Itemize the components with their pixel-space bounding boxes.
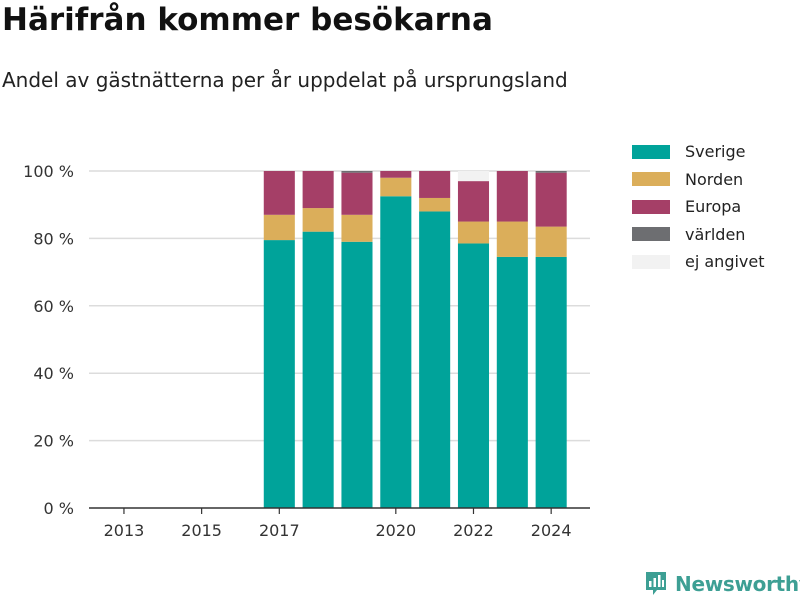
bar-segment bbox=[380, 171, 412, 178]
x-tick-label: 2017 bbox=[259, 521, 300, 540]
legend-item: ej angivet bbox=[632, 248, 765, 276]
bar-segment bbox=[419, 197, 451, 212]
bar-segment bbox=[419, 211, 451, 508]
bar-segment bbox=[496, 221, 528, 257]
legend-label: Europa bbox=[685, 197, 742, 217]
bar-segment bbox=[263, 171, 295, 215]
bar-segment bbox=[457, 221, 490, 244]
legend-item: världen bbox=[632, 221, 765, 249]
bar-segment bbox=[302, 231, 334, 508]
legend-item: Europa bbox=[632, 193, 765, 221]
legend-label: ej angivet bbox=[685, 252, 765, 272]
bar-segment bbox=[341, 241, 373, 508]
bar-segment bbox=[535, 256, 567, 508]
bar-segment bbox=[341, 214, 373, 242]
bar-segment bbox=[535, 226, 567, 257]
x-tick-label: 2020 bbox=[375, 521, 416, 540]
y-tick-label: 60 % bbox=[33, 297, 74, 316]
axes: 0 % 20 % 40 % 60 % 80 % 100 % 2013 2015 2017 2020… bbox=[23, 162, 590, 540]
stacked-bar-chart: 0 % 20 % 40 % 60 % 80 % 100 % 2013 2015 2017 2020… bbox=[23, 162, 590, 540]
brand-name: Newsworthy bbox=[675, 572, 800, 596]
bar-segment bbox=[380, 196, 412, 508]
bar-segment bbox=[457, 171, 490, 182]
bar-segment bbox=[302, 171, 334, 209]
bar-segment bbox=[419, 171, 451, 198]
y-tick-label: 20 % bbox=[33, 432, 74, 451]
chart-title: Härifrån kommer besökarna bbox=[2, 2, 493, 38]
bar-segment bbox=[263, 214, 295, 241]
y-tick-label: 40 % bbox=[33, 364, 74, 383]
legend-swatch bbox=[632, 227, 670, 242]
y-tick-label: 80 % bbox=[33, 229, 74, 248]
brand-logo: Newsworthy bbox=[644, 571, 800, 597]
legend-label: Norden bbox=[685, 169, 744, 189]
x-tick-label: 2022 bbox=[453, 521, 494, 540]
chart-legend: Sverige Norden Europa världen ej angivet bbox=[632, 138, 765, 276]
legend-label: världen bbox=[685, 224, 746, 244]
bar-segment bbox=[535, 172, 567, 227]
legend-swatch bbox=[632, 254, 670, 269]
chart-subtitle: Andel av gästnätterna per år uppdelat på… bbox=[2, 68, 568, 92]
bar-segment bbox=[263, 240, 295, 508]
bar-stacks bbox=[263, 171, 567, 508]
bar-segment bbox=[380, 177, 412, 197]
legend-swatch bbox=[632, 144, 670, 159]
bar-segment bbox=[341, 172, 373, 215]
newsworthy-logo-icon bbox=[646, 572, 666, 595]
legend-item: Norden bbox=[632, 166, 765, 194]
bar-segment bbox=[457, 243, 490, 508]
legend-swatch bbox=[632, 199, 670, 214]
bar-segment bbox=[457, 181, 490, 222]
x-tick-label: 2015 bbox=[181, 521, 222, 540]
bar-segment bbox=[496, 256, 528, 508]
y-tick-label: 100 % bbox=[23, 162, 74, 181]
legend-label: Sverige bbox=[685, 142, 746, 162]
y-tick-label: 0 % bbox=[44, 499, 74, 518]
x-tick-label: 2024 bbox=[531, 521, 572, 540]
bar-segment bbox=[341, 171, 373, 173]
bar-segment bbox=[496, 171, 528, 222]
bar-segment bbox=[535, 171, 567, 173]
x-tick-label: 2013 bbox=[104, 521, 145, 540]
legend-swatch bbox=[632, 172, 670, 187]
legend-item: Sverige bbox=[632, 138, 765, 166]
bar-segment bbox=[302, 208, 334, 232]
